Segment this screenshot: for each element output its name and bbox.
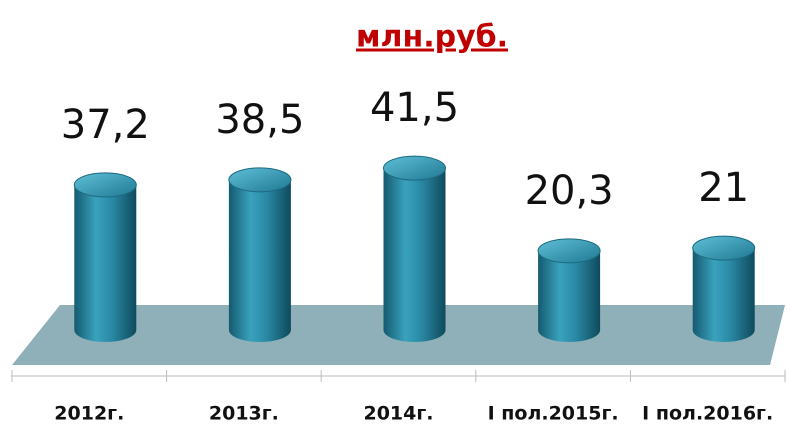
value-label: 21 [698, 165, 749, 211]
x-tick-label: I пол.2015г. [488, 403, 619, 425]
bar-top [228, 167, 292, 193]
bar [74, 184, 137, 342]
bar-top [73, 172, 137, 198]
value-label: 37,2 [61, 102, 150, 148]
bar [692, 248, 755, 342]
bar [383, 168, 446, 342]
bar-top [537, 238, 601, 264]
value-label: 41,5 [370, 85, 459, 131]
x-tick-label: 2012г. [54, 403, 124, 425]
bar-top [692, 235, 756, 261]
value-label: 20,3 [525, 168, 614, 214]
x-tick-label: I пол.2016г. [642, 403, 773, 425]
x-tick-label: 2013г. [209, 403, 279, 425]
value-label: 38,5 [215, 97, 304, 143]
bar [538, 250, 601, 342]
bar [228, 179, 291, 342]
x-tick-label: 2014г. [363, 403, 433, 425]
bar-top [383, 155, 446, 181]
chart-title: млн.руб. [356, 20, 508, 55]
